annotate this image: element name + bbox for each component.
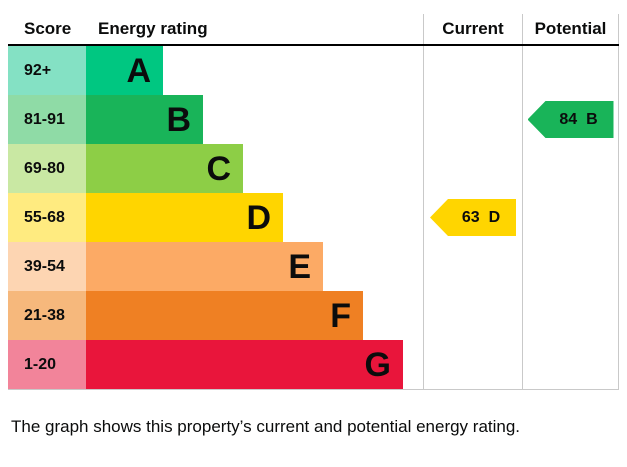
band-row-a: 92+ A: [8, 46, 619, 95]
header-energy-rating: Energy rating: [98, 19, 208, 38]
potential-cell: [522, 46, 619, 95]
band-row-f: 21-38 F: [8, 291, 619, 340]
potential-cell: 84 B: [522, 95, 619, 144]
potential-rating-arrow: 84 B: [527, 101, 614, 138]
band-row-g: 1-20 G: [8, 340, 619, 389]
band-bar: D: [86, 193, 283, 242]
potential-cell: [522, 242, 619, 291]
current-rating-arrow: 63 D: [430, 199, 516, 236]
potential-rating-arrow-letter: B: [586, 110, 598, 128]
header-current: Current: [423, 14, 522, 44]
band-bar-cell: G: [86, 340, 423, 389]
potential-cell: [522, 144, 619, 193]
band-score: 69-80: [8, 144, 86, 193]
current-rating-arrow-value: 63: [461, 208, 480, 226]
current-cell: [423, 291, 522, 340]
band-letter: G: [364, 345, 391, 384]
band-row-c: 69-80 C: [8, 144, 619, 193]
band-bar-cell: A: [86, 46, 423, 95]
band-bar: C: [86, 144, 243, 193]
band-letter: F: [330, 296, 351, 335]
band-bar: F: [86, 291, 363, 340]
band-bar-cell: C: [86, 144, 423, 193]
potential-cell: [522, 291, 619, 340]
potential-rating-arrow-value: 84: [559, 110, 578, 128]
current-cell: [423, 242, 522, 291]
epc-body: 92+ A 81-91 B 84 B 69-80 C 55-68 D 63 D 39-54 E 21-38 F…: [8, 46, 619, 390]
header-score: Score: [24, 19, 72, 38]
energy-rating-chart: Score Energy rating Current Potential 92…: [8, 14, 619, 436]
band-bar-cell: D: [86, 193, 423, 242]
band-bar-cell: E: [86, 242, 423, 291]
band-letter: B: [166, 100, 191, 139]
current-rating-arrow-letter: D: [488, 208, 501, 226]
band-score: 81-91: [8, 95, 86, 144]
band-bar-cell: F: [86, 291, 423, 340]
band-row-b: 81-91 B 84 B: [8, 95, 619, 144]
band-letter: E: [288, 247, 311, 286]
current-cell: [423, 340, 522, 389]
band-row-e: 39-54 E: [8, 242, 619, 291]
band-score: 55-68: [8, 193, 86, 242]
band-score: 1-20: [8, 340, 86, 389]
current-cell: [423, 46, 522, 95]
band-score: 21-38: [8, 291, 86, 340]
potential-cell: [522, 193, 619, 242]
header-potential: Potential: [522, 14, 619, 44]
band-letter: D: [246, 198, 271, 237]
band-letter: C: [206, 149, 231, 188]
band-bar: B: [86, 95, 203, 144]
band-bar: A: [86, 46, 163, 95]
band-score: 92+: [8, 46, 86, 95]
band-letter: A: [126, 51, 151, 90]
epc-header: Score Energy rating Current Potential: [8, 14, 619, 46]
band-bar: G: [86, 340, 403, 389]
band-row-d: 55-68 D 63 D: [8, 193, 619, 242]
current-cell: [423, 95, 522, 144]
band-bar: E: [86, 242, 323, 291]
current-cell: [423, 144, 522, 193]
potential-cell: [522, 340, 619, 389]
chart-caption: The graph shows this property’s current …: [11, 417, 521, 436]
band-score: 39-54: [8, 242, 86, 291]
current-cell: 63 D: [423, 193, 522, 242]
band-bar-cell: B: [86, 95, 423, 144]
